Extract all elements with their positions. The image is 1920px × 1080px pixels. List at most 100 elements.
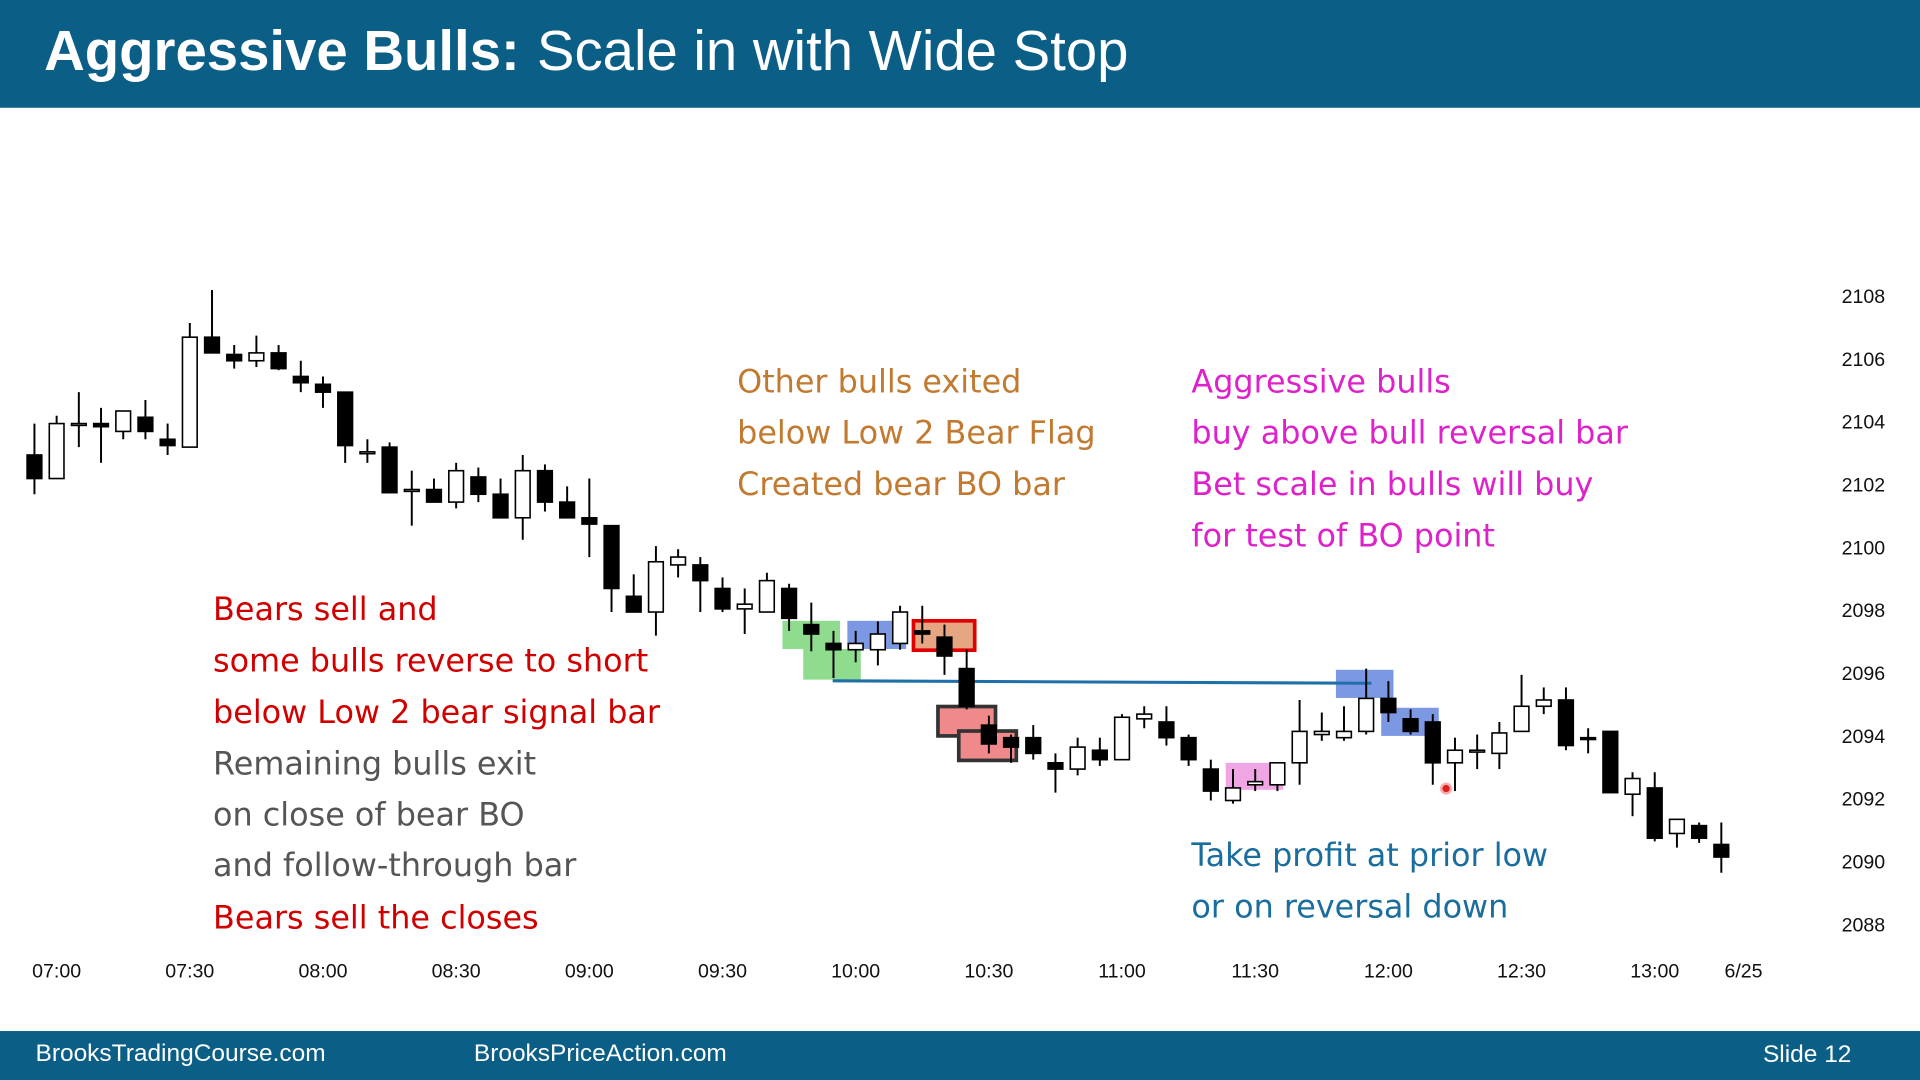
x-tick-label: 10:00 [831, 960, 880, 982]
footer-bar [0, 1031, 1920, 1080]
candle-body [714, 587, 731, 610]
candle-body [270, 352, 287, 370]
candle-body [1646, 787, 1663, 839]
x-tick-label: 08:00 [298, 960, 347, 982]
note-line: Take profit at prior low [1190, 836, 1548, 874]
candle-body [514, 469, 531, 519]
x-tick-label: 09:00 [565, 960, 614, 982]
candle-body [1002, 736, 1020, 748]
note-line: Other bulls exited [737, 362, 1021, 400]
candle-body [1446, 749, 1464, 764]
candle-body [1335, 730, 1353, 739]
note-line: buy above bull reversal bar [1191, 414, 1628, 452]
candle-body [758, 579, 776, 613]
note-line: below Low 2 bear signal bar [213, 693, 661, 731]
candle-body [492, 493, 509, 519]
candle-body [1224, 787, 1242, 802]
candle-body [1069, 746, 1086, 770]
candle-body [70, 422, 87, 427]
candle-body [137, 416, 154, 433]
candle-body [1291, 730, 1308, 764]
candle-body [48, 422, 65, 480]
candle-body [470, 476, 487, 496]
candle-body [26, 454, 43, 480]
note-line: some bulls reverse to short [213, 641, 648, 679]
note-line: for test of BO point [1191, 517, 1495, 555]
candle-body [692, 564, 709, 582]
candle-body [1047, 762, 1064, 770]
candle-body [1690, 824, 1708, 839]
x-tick-label: 09:30 [698, 960, 747, 982]
candle-body [603, 524, 620, 590]
bo-point-line [832, 679, 1372, 685]
candle-body [1557, 699, 1575, 747]
x-tick-label: 10:30 [964, 960, 1013, 982]
candle-body [425, 488, 443, 503]
candle-body [115, 410, 132, 433]
candle-body [1535, 699, 1552, 708]
candle-body [869, 633, 887, 651]
x-tick-label: 12:00 [1364, 960, 1413, 982]
candle-body [337, 391, 354, 447]
note-line: on close of bear BO [213, 796, 524, 834]
candle-body [381, 446, 398, 494]
y-tick-label: 2090 [1842, 851, 1886, 873]
candle-body [203, 336, 221, 354]
x-tick-label: 11:00 [1098, 960, 1146, 982]
title-bold: Aggressive Bulls: [44, 19, 520, 82]
profit-note: Take profit at prior low or on reversal … [1190, 836, 1548, 925]
candle-body [1402, 718, 1419, 733]
candle-body [1491, 732, 1508, 755]
candle-body [1380, 697, 1397, 714]
y-tick-label: 2096 [1842, 663, 1886, 685]
aggressive-note: Aggressive bulls buy above bull reversal… [1191, 362, 1628, 554]
y-tick-label: 2104 [1842, 412, 1886, 434]
entry-dot [1442, 784, 1450, 793]
title-rest: Scale in with Wide Stop [537, 19, 1129, 82]
candle-body [1313, 730, 1330, 736]
note-line: Aggressive bulls [1191, 362, 1450, 400]
bears-note: Bears sell and some bulls reverse to sho… [213, 590, 661, 937]
candle-body [226, 353, 243, 362]
note-line: Bears sell the closes [213, 899, 539, 937]
y-tick-label: 2094 [1842, 726, 1886, 748]
y-tick-label: 2102 [1842, 475, 1886, 497]
footer-right: Slide 12 [1763, 1041, 1851, 1068]
candle-body [1247, 780, 1264, 786]
y-tick-label: 2100 [1842, 537, 1886, 559]
candle-body [448, 469, 465, 503]
note-line: and follow-through bar [213, 846, 577, 884]
candle-body [1180, 736, 1197, 761]
candle-body [403, 488, 420, 493]
candle-body [159, 438, 176, 447]
candle-body [1668, 818, 1686, 835]
candle-body [914, 630, 931, 635]
y-tick-label: 2106 [1842, 349, 1886, 371]
candle-body [803, 623, 820, 635]
candle-body [1136, 713, 1153, 720]
green-box [803, 648, 861, 680]
candle-body [647, 560, 665, 613]
header-bar [0, 0, 1920, 108]
candle-body [292, 375, 309, 384]
candle-body [1202, 768, 1219, 792]
candle-body [558, 501, 576, 519]
footer-middle: BrooksPriceAction.com [474, 1040, 727, 1067]
y-tick-label: 2108 [1842, 286, 1886, 308]
x-tick-label: 6/25 [1724, 960, 1762, 982]
note-line: Bet scale in bulls will buy [1191, 465, 1593, 503]
candle-body [581, 517, 598, 525]
note-line: Remaining bulls exit [213, 744, 536, 782]
candle-body [536, 469, 554, 503]
candle-body [1580, 736, 1597, 741]
x-tick-label: 11:30 [1231, 960, 1279, 982]
candle-body [181, 336, 198, 448]
candle-body [669, 556, 687, 566]
y-tick-label: 2092 [1842, 789, 1886, 811]
note-line: below Low 2 Bear Flag [737, 414, 1095, 452]
footer-left: BrooksTradingCourse.com [36, 1040, 326, 1067]
candle-body [1113, 716, 1131, 761]
candle-body [1025, 736, 1042, 755]
